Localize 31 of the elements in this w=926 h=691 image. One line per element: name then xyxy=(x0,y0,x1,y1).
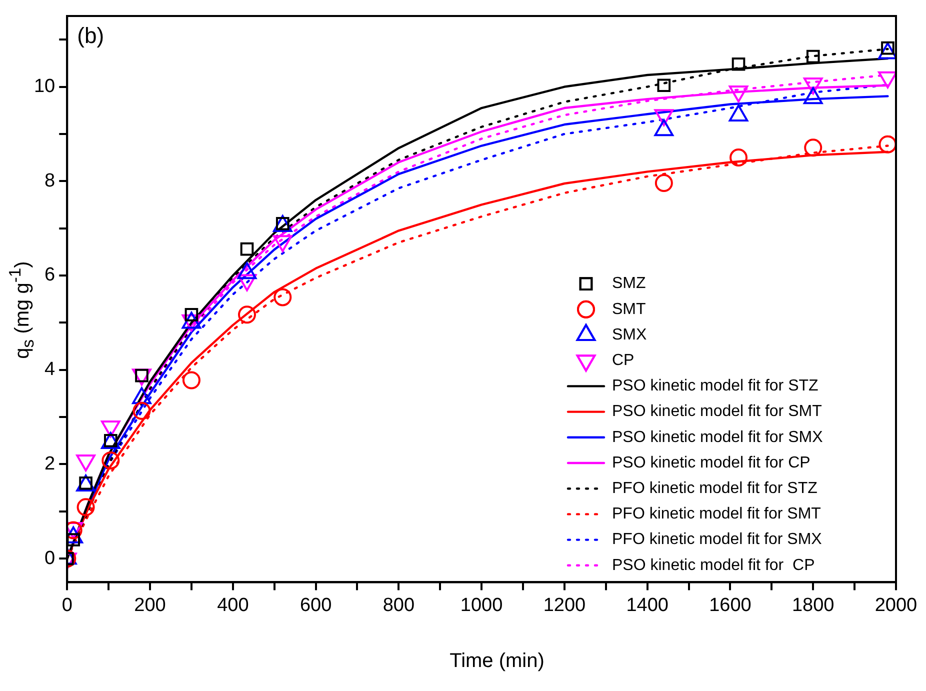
legend-label: SMT xyxy=(612,300,646,318)
annotation: (b) xyxy=(77,23,104,48)
x-tick-label: 600 xyxy=(300,594,332,616)
legend-label: PSO kinetic model fit for CP xyxy=(612,454,810,472)
legend-label: SMX xyxy=(612,326,647,344)
legend-label: CP xyxy=(612,352,634,370)
y-tick-label: 6 xyxy=(44,264,56,286)
legend-label: PSO kinetic model fit for STZ xyxy=(612,378,819,395)
legend-label: PSO kinetic model fit for SMX xyxy=(612,428,824,446)
x-tick-label: 200 xyxy=(134,594,166,616)
y-tick-label: 8 xyxy=(44,170,56,192)
legend-label: PFO kinetic model fit for STZ xyxy=(612,480,818,498)
x-tick-label: 1400 xyxy=(626,594,668,616)
legend-label: SMZ xyxy=(612,275,646,292)
y-tick-label: 10 xyxy=(34,76,56,98)
x-tick-label: 1800 xyxy=(792,594,834,616)
legend-label: PSO kinetic model fit for CP xyxy=(612,556,815,574)
x-axis-title: Time (min) xyxy=(450,650,544,673)
y-tick-label: 4 xyxy=(44,359,56,380)
x-tick-label: 2000 xyxy=(874,594,918,616)
legend-label: PFO kinetic model fit for SMX xyxy=(612,531,822,548)
x-tick-label: 1600 xyxy=(709,594,752,616)
y-tick-label: 2 xyxy=(44,453,56,474)
legend-label: PFO kinetic model fit for SMT xyxy=(612,506,822,523)
x-tick-label: 1000 xyxy=(460,594,503,616)
legend-label: PSO kinetic model fit for SMT xyxy=(612,403,822,420)
y-tick-label: 0 xyxy=(44,548,56,569)
x-tick-label: 400 xyxy=(217,594,249,616)
x-tick-label: 0 xyxy=(62,594,72,616)
x-tick-label: 800 xyxy=(382,594,415,616)
x-tick-label: 1200 xyxy=(543,594,586,616)
